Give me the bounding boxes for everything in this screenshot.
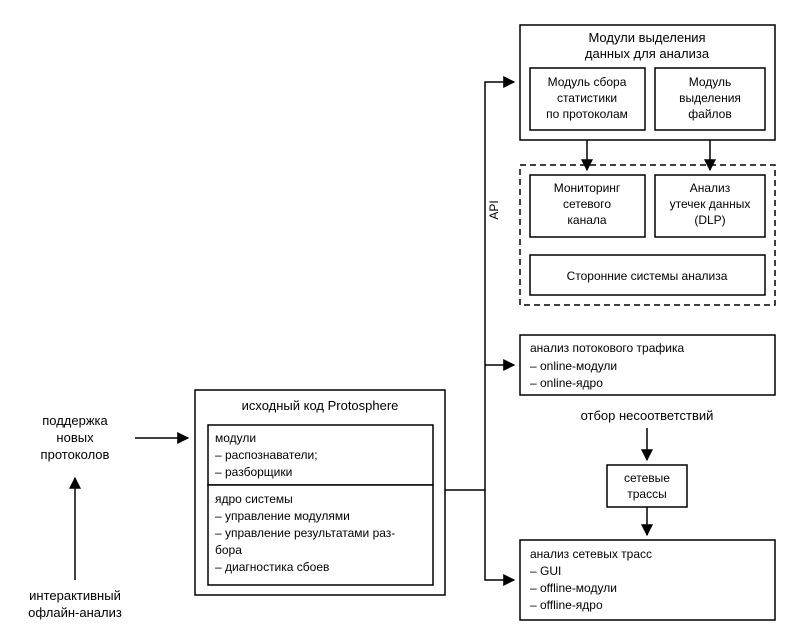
net-l4: – offline-ядро [530, 598, 603, 612]
mod-l2: – распознаватели; [215, 448, 318, 462]
mismatch-label: отбор несоответствий [581, 408, 714, 423]
third-party: Сторонние системы анализа [567, 269, 728, 283]
monitor-l2: сетевого [563, 197, 611, 211]
inter-l2: офлайн-анализ [28, 605, 122, 620]
traces-l2: трассы [627, 487, 666, 501]
stream-l1: анализ потокового трафика [530, 341, 684, 355]
stream-l2: – online-модули [530, 359, 617, 373]
arrow-to-api [485, 82, 514, 490]
stream-l3: – online-ядро [530, 376, 603, 390]
core-l5: – диагностика сбоев [215, 560, 329, 574]
dlp-l1: Анализ [690, 181, 731, 195]
inter-l1: интерактивный [29, 588, 121, 603]
protosphere-box: исходный код Protosphere модули – распоз… [195, 390, 445, 595]
api-label: API [487, 200, 501, 219]
traces-l1: сетевые [624, 471, 670, 485]
net-l1: анализ сетевых трасс [530, 547, 652, 561]
monitor-l3: канала [567, 213, 606, 227]
stat-module-l2: статистики [557, 91, 617, 105]
net-l3: – offline-модули [530, 581, 617, 595]
core-l4: бора [215, 543, 242, 557]
monitor-l1: Мониторинг [554, 181, 621, 195]
mod-l3: – разборщики [215, 465, 292, 479]
architecture-diagram: Модули выделения данных для анализа Моду… [0, 0, 800, 638]
stat-module-l3: по протоколам [546, 107, 628, 121]
net-l2: – GUI [530, 564, 561, 578]
dlp-l2: утечек данных [670, 197, 751, 211]
proto-title: исходный код Protosphere [242, 398, 399, 413]
modules-group: Модули выделения данных для анализа Моду… [520, 25, 775, 140]
file-module-l1: Модуль [689, 75, 732, 89]
dlp-l3: (DLP) [694, 213, 725, 227]
file-module-l3: файлов [688, 107, 731, 121]
arrow-to-netanalysis [485, 490, 514, 580]
core-l3: – управление результатами раз- [215, 526, 395, 540]
support-l1: поддержка [42, 413, 108, 428]
support-l2: новых [56, 430, 94, 445]
support-l3: протоколов [41, 447, 110, 462]
core-l2: – управление модулями [215, 509, 350, 523]
file-module-l2: выделения [679, 91, 741, 105]
dashed-group: Мониторинг сетевого канала Анализ утечек… [520, 165, 775, 305]
core-l1: ядро системы [215, 492, 293, 506]
modules-group-title-1: Модули выделения [588, 30, 705, 45]
stat-module-l1: Модуль сбора [548, 75, 627, 89]
mod-l1: модули [215, 431, 256, 445]
modules-group-title-2: данных для анализа [585, 46, 710, 61]
